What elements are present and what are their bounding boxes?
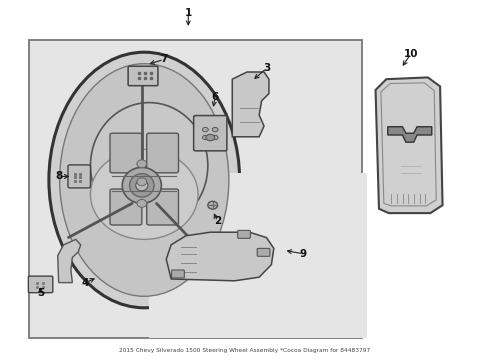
- FancyBboxPatch shape: [128, 66, 158, 86]
- Ellipse shape: [137, 160, 146, 168]
- Text: 6: 6: [211, 92, 218, 102]
- Text: 9: 9: [299, 249, 306, 259]
- Text: 1: 1: [184, 8, 191, 18]
- FancyBboxPatch shape: [193, 116, 226, 151]
- Text: 7: 7: [160, 54, 167, 64]
- Polygon shape: [232, 72, 268, 137]
- Ellipse shape: [49, 52, 239, 308]
- Text: 10: 10: [403, 49, 417, 59]
- Ellipse shape: [122, 167, 161, 203]
- Text: 4: 4: [81, 278, 89, 288]
- Ellipse shape: [137, 178, 146, 186]
- Polygon shape: [166, 232, 273, 281]
- FancyBboxPatch shape: [68, 165, 90, 188]
- FancyBboxPatch shape: [146, 133, 178, 173]
- Text: 2: 2: [214, 216, 221, 226]
- Ellipse shape: [90, 149, 198, 239]
- Polygon shape: [58, 239, 81, 283]
- Ellipse shape: [135, 180, 148, 191]
- Ellipse shape: [205, 134, 214, 141]
- Text: 8: 8: [55, 171, 62, 181]
- Ellipse shape: [137, 199, 146, 207]
- FancyBboxPatch shape: [110, 189, 142, 225]
- Text: 2015 Chevy Silverado 1500 Steering Wheel Assembly *Cocoa Diagram for 84483797: 2015 Chevy Silverado 1500 Steering Wheel…: [119, 348, 369, 353]
- Ellipse shape: [207, 201, 217, 209]
- Polygon shape: [387, 127, 431, 142]
- Ellipse shape: [202, 127, 208, 132]
- Ellipse shape: [202, 135, 208, 140]
- Text: 3: 3: [263, 63, 269, 73]
- FancyBboxPatch shape: [171, 270, 184, 278]
- Ellipse shape: [212, 127, 218, 132]
- FancyBboxPatch shape: [110, 133, 142, 173]
- Text: 5: 5: [37, 288, 44, 298]
- Ellipse shape: [212, 135, 218, 140]
- FancyBboxPatch shape: [237, 230, 250, 238]
- Bar: [149, 173, 366, 338]
- Bar: [29, 40, 361, 338]
- Ellipse shape: [90, 103, 207, 229]
- FancyBboxPatch shape: [146, 189, 178, 225]
- FancyBboxPatch shape: [257, 248, 269, 256]
- FancyBboxPatch shape: [28, 276, 53, 293]
- Ellipse shape: [60, 64, 228, 296]
- Polygon shape: [375, 77, 442, 213]
- Ellipse shape: [129, 174, 154, 197]
